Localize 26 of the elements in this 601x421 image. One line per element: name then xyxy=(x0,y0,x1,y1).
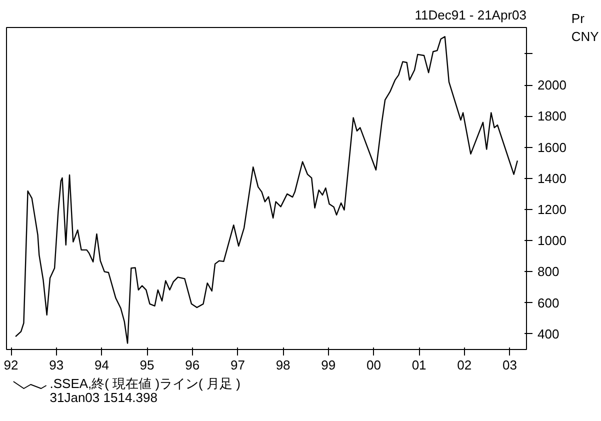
legend-label: .SSEA,終( 現在値 )ライン( 月足 ) xyxy=(50,376,240,391)
x-tick-label: 96 xyxy=(185,358,200,372)
y-tick-label: 2000 xyxy=(538,78,566,93)
x-tick-label: 92 xyxy=(4,358,18,372)
x-tick-label: 02 xyxy=(457,358,472,372)
line-series xyxy=(14,36,518,344)
y-tick-label: 1400 xyxy=(538,170,566,186)
x-tick-label: 03 xyxy=(502,358,517,372)
x-tick-label: 01 xyxy=(412,358,426,372)
y-tick-label: 800 xyxy=(538,264,560,280)
chart-title: 11Dec91 - 21Apr03 xyxy=(414,8,527,22)
y-tick-label: 600 xyxy=(538,295,560,310)
y-tick-label: 1800 xyxy=(538,108,566,124)
y-tick-label: 1200 xyxy=(538,202,566,217)
y-tick-label: 400 xyxy=(538,326,560,342)
y-axis-title: Pr CNY xyxy=(571,11,600,44)
x-tick-label: 97 xyxy=(230,358,245,372)
x-tick-label: 98 xyxy=(276,358,290,372)
x-tick-label: 99 xyxy=(321,358,336,372)
x-tick-label: 94 xyxy=(94,358,109,372)
y-tick-label: 1600 xyxy=(538,140,566,155)
y-tick-label: 1000 xyxy=(538,233,566,248)
text: 31Jan03 1514.398 xyxy=(50,390,158,405)
x-tick-label: 00 xyxy=(366,358,381,372)
x-tick-label: 95 xyxy=(140,358,154,372)
x-tick-label: 93 xyxy=(49,358,64,372)
